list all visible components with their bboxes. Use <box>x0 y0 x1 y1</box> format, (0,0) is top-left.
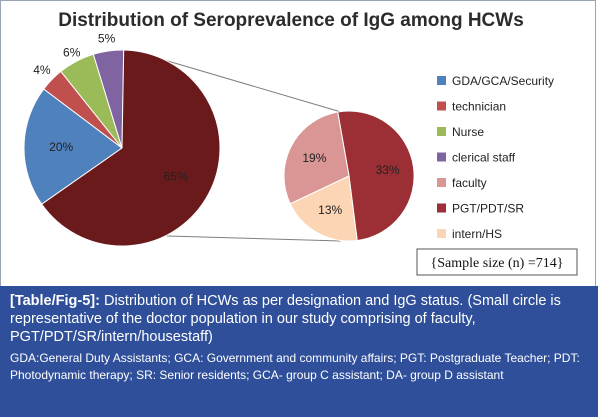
legend-swatch-technician <box>437 101 446 111</box>
sub-pie-slice-faculty <box>283 111 350 205</box>
pie-slice-doctors <box>41 49 221 247</box>
main-pie: 20% 4% 6% 5% 65% <box>23 31 221 247</box>
legend: GDA/GCA/Security technician Nurse clerical … <box>437 74 554 241</box>
legend-label-technician: technician <box>452 100 506 114</box>
chart-title: Distribution of Seroprevalence of IgG am… <box>58 10 524 31</box>
chart-svg: Distribution of Seroprevalence of IgG am… <box>23 10 578 276</box>
pie-connectors <box>160 58 342 242</box>
sub-slice-label-intern-hs: 13% <box>318 203 342 217</box>
legend-label-clerical-staff: clerical staff <box>452 151 516 165</box>
legend-swatch-clerical-staff <box>437 152 446 162</box>
slice-label-technician: 4% <box>33 63 51 77</box>
caption-box: [Table/Fig-5]: Distribution of HCWs as p… <box>0 286 598 417</box>
legend-swatch-nurse <box>437 127 446 136</box>
caption-ref: [Table/Fig-5]: <box>10 293 100 309</box>
sub-pie: 33% 13% 19% <box>283 110 415 242</box>
chart-frame: Distribution of Seroprevalence of IgG am… <box>0 0 596 286</box>
sample-size-text: {Sample size (n) =714} <box>431 256 564 271</box>
caption-main: [Table/Fig-5]: Distribution of HCWs as p… <box>10 292 586 346</box>
sub-slice-label-faculty: 19% <box>302 151 326 165</box>
slice-label-doctors: 65% <box>164 170 188 184</box>
legend-swatch-pgt-pdt-sr <box>437 203 446 213</box>
connector-line <box>160 58 342 113</box>
legend-label-intern-hs: intern/HS <box>452 227 502 241</box>
slice-label-nurse: 6% <box>63 46 81 60</box>
sample-size-box: {Sample size (n) =714} <box>416 248 578 276</box>
legend-label-pgt-pdt-sr: PGT/PDT/SR <box>452 202 524 216</box>
sub-slice-label-pgt-pdt-sr: 33% <box>376 163 400 177</box>
caption-text: Distribution of HCWs as per designation … <box>10 293 561 345</box>
slice-label-gda-gca-security: 20% <box>49 140 73 154</box>
legend-label-gda-gca-security: GDA/GCA/Security <box>452 74 554 88</box>
sub-pie-slice-intern-hs <box>289 175 358 242</box>
pie-slice-gda-gca-security <box>23 88 123 205</box>
sub-pie-slice-pgt-pdt-sr <box>337 110 415 242</box>
connector-line <box>166 235 342 242</box>
legend-label-faculty: faculty <box>452 176 487 190</box>
legend-swatch-gda-gca-security <box>437 76 446 85</box>
slice-label-clerical-staff: 5% <box>98 31 116 45</box>
legend-swatch-faculty <box>437 178 446 187</box>
legend-label-nurse: Nurse <box>452 125 484 139</box>
sample-size-frame <box>416 248 578 276</box>
caption-abbreviations: GDA:General Duty Assistants; GCA: Govern… <box>10 351 580 382</box>
legend-swatch-intern-hs <box>437 229 446 238</box>
